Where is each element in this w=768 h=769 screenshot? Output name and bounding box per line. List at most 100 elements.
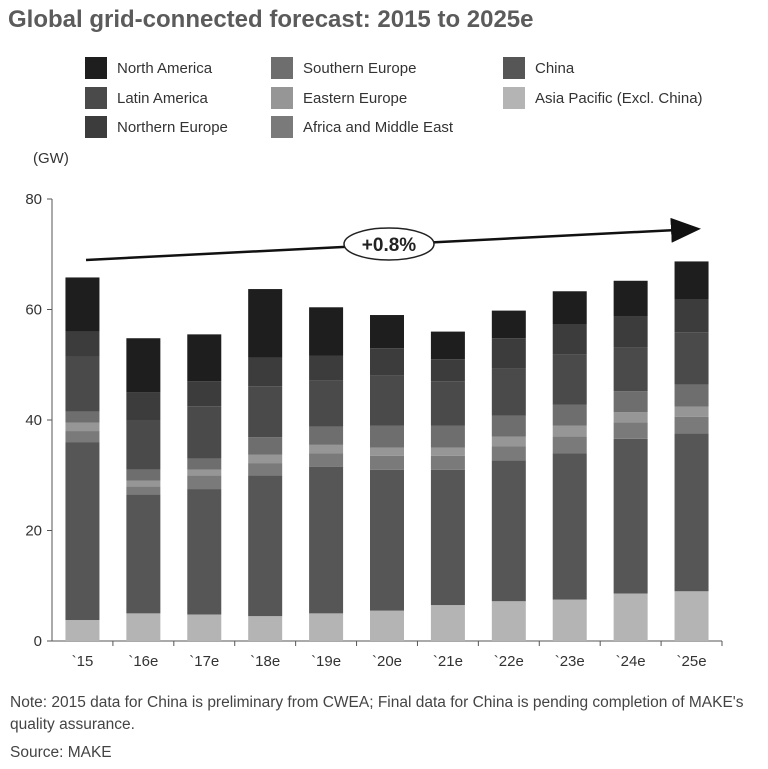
bar-segment: [491, 601, 526, 641]
bar-segment: [613, 391, 648, 413]
bar-segment: [248, 463, 283, 476]
bar-segment: [248, 289, 283, 358]
legend-swatch: [503, 87, 525, 109]
bar-segment: [126, 420, 161, 470]
bar-segment: [248, 616, 283, 641]
bar-segment: [309, 380, 344, 427]
bar-segment: [674, 299, 709, 333]
bar-segment: [370, 315, 404, 349]
bar-segment: [674, 591, 709, 641]
bar-segment: [126, 480, 161, 487]
bar-segment: [126, 392, 161, 420]
bar-segment: [126, 338, 161, 393]
legend-swatch: [271, 87, 293, 109]
bar-segment: [309, 444, 344, 454]
bar-segment: [370, 375, 404, 426]
legend-item-asia-pacific: Asia Pacific (Excl. China): [503, 87, 703, 109]
legend-item-eastern-europe: Eastern Europe: [271, 87, 407, 109]
legend: North America Southern Europe China Lati…: [85, 57, 765, 141]
x-tick-label: `25e: [677, 653, 707, 670]
bar-segment: [674, 384, 709, 407]
bar-segment: [430, 605, 465, 641]
bar-segment: [430, 425, 465, 448]
bar-segment: [248, 386, 283, 438]
chart-plot: 0 20 40 60 80 `15 `16e `17e `18e `19e `20e `21e `22e…: [25, 191, 723, 670]
bar-segment: [187, 614, 222, 641]
bar-segment: [491, 446, 526, 461]
legend-swatch: [85, 87, 107, 109]
bar-segment: [613, 422, 648, 439]
bar-segment: [370, 469, 404, 611]
bar-segment: [370, 348, 404, 376]
bar-segment: [491, 460, 526, 602]
bar-segment: [309, 466, 344, 614]
legend-label: Eastern Europe: [303, 89, 408, 107]
bar-segment: [674, 261, 709, 300]
bar-segment: [430, 331, 465, 360]
legend-label: China: [535, 59, 575, 77]
x-tick-label: `18e: [250, 653, 280, 670]
legend-item-china: China: [503, 57, 574, 79]
x-tick-label: `21e: [433, 653, 463, 670]
bar-segment: [309, 613, 344, 641]
bar-segment: [187, 381, 222, 407]
bar-segment: [552, 404, 587, 426]
bar-segment: [552, 453, 587, 600]
x-tick-label: `24e: [616, 653, 646, 670]
bar-segment: [65, 411, 100, 423]
bar-segment: [65, 431, 100, 443]
legend-label: North America: [117, 59, 213, 77]
legend-item-africa-middle-east: Africa and Middle East: [271, 116, 453, 138]
bar-segment: [187, 334, 222, 382]
bar-segment: [309, 426, 344, 445]
legend-item-southern-europe: Southern Europe: [271, 57, 416, 79]
y-tick-label: 60: [25, 302, 42, 319]
bar-segment: [126, 613, 161, 641]
bar-segment: [248, 454, 283, 464]
source-label: Source: MAKE: [10, 744, 112, 761]
bar-segment: [674, 433, 709, 592]
bar-segment: [552, 436, 587, 454]
bar-segment: [491, 436, 526, 447]
x-tick-label: `20e: [372, 653, 402, 670]
y-tick-label: 80: [25, 191, 42, 208]
growth-annotation: +0.8%: [362, 235, 417, 256]
bar-segment: [491, 310, 526, 339]
bar-segment: [65, 620, 100, 641]
bar-segment: [248, 475, 283, 617]
bar-segment: [613, 412, 648, 423]
bar-segment: [65, 331, 100, 357]
legend-swatch: [85, 57, 107, 79]
bar-segment: [552, 354, 587, 405]
legend-item-north-america: North America: [85, 57, 212, 79]
bar-segment: [187, 489, 222, 615]
bar-segment: [430, 447, 465, 456]
bar-segment: [613, 347, 648, 392]
bar-segment: [65, 442, 100, 621]
bar-segment: [370, 425, 404, 448]
growth-oval: [343, 227, 435, 261]
bar-segment: [187, 406, 222, 459]
bar-segment: [552, 291, 587, 325]
legend-label: Southern Europe: [303, 59, 417, 77]
chart-title: Global grid-connected forecast: 2015 to …: [8, 6, 534, 33]
bar-segment: [248, 357, 283, 387]
bar-segment: [613, 316, 648, 348]
bar-segment: [430, 455, 465, 470]
legend-swatch: [271, 57, 293, 79]
x-tick-label: `22e: [494, 653, 524, 670]
legend-label: Asia Pacific (Excl. China): [535, 89, 703, 107]
bar-segment: [613, 438, 648, 594]
legend-label: Africa and Middle East: [303, 118, 454, 136]
legend-label: Northern Europe: [117, 118, 228, 136]
bar-segment: [309, 307, 344, 356]
bar-segment: [126, 486, 161, 495]
bar-segment: [370, 610, 404, 641]
y-tick-label: 20: [25, 523, 42, 540]
bar-segment: [430, 381, 465, 426]
legend-label: Latin America: [117, 89, 208, 107]
unit-label: (GW): [33, 150, 69, 167]
x-tick-label: `17e: [189, 653, 219, 670]
x-tick-label: `15: [72, 653, 94, 670]
legend-item-latin-america: Latin America: [85, 87, 208, 109]
